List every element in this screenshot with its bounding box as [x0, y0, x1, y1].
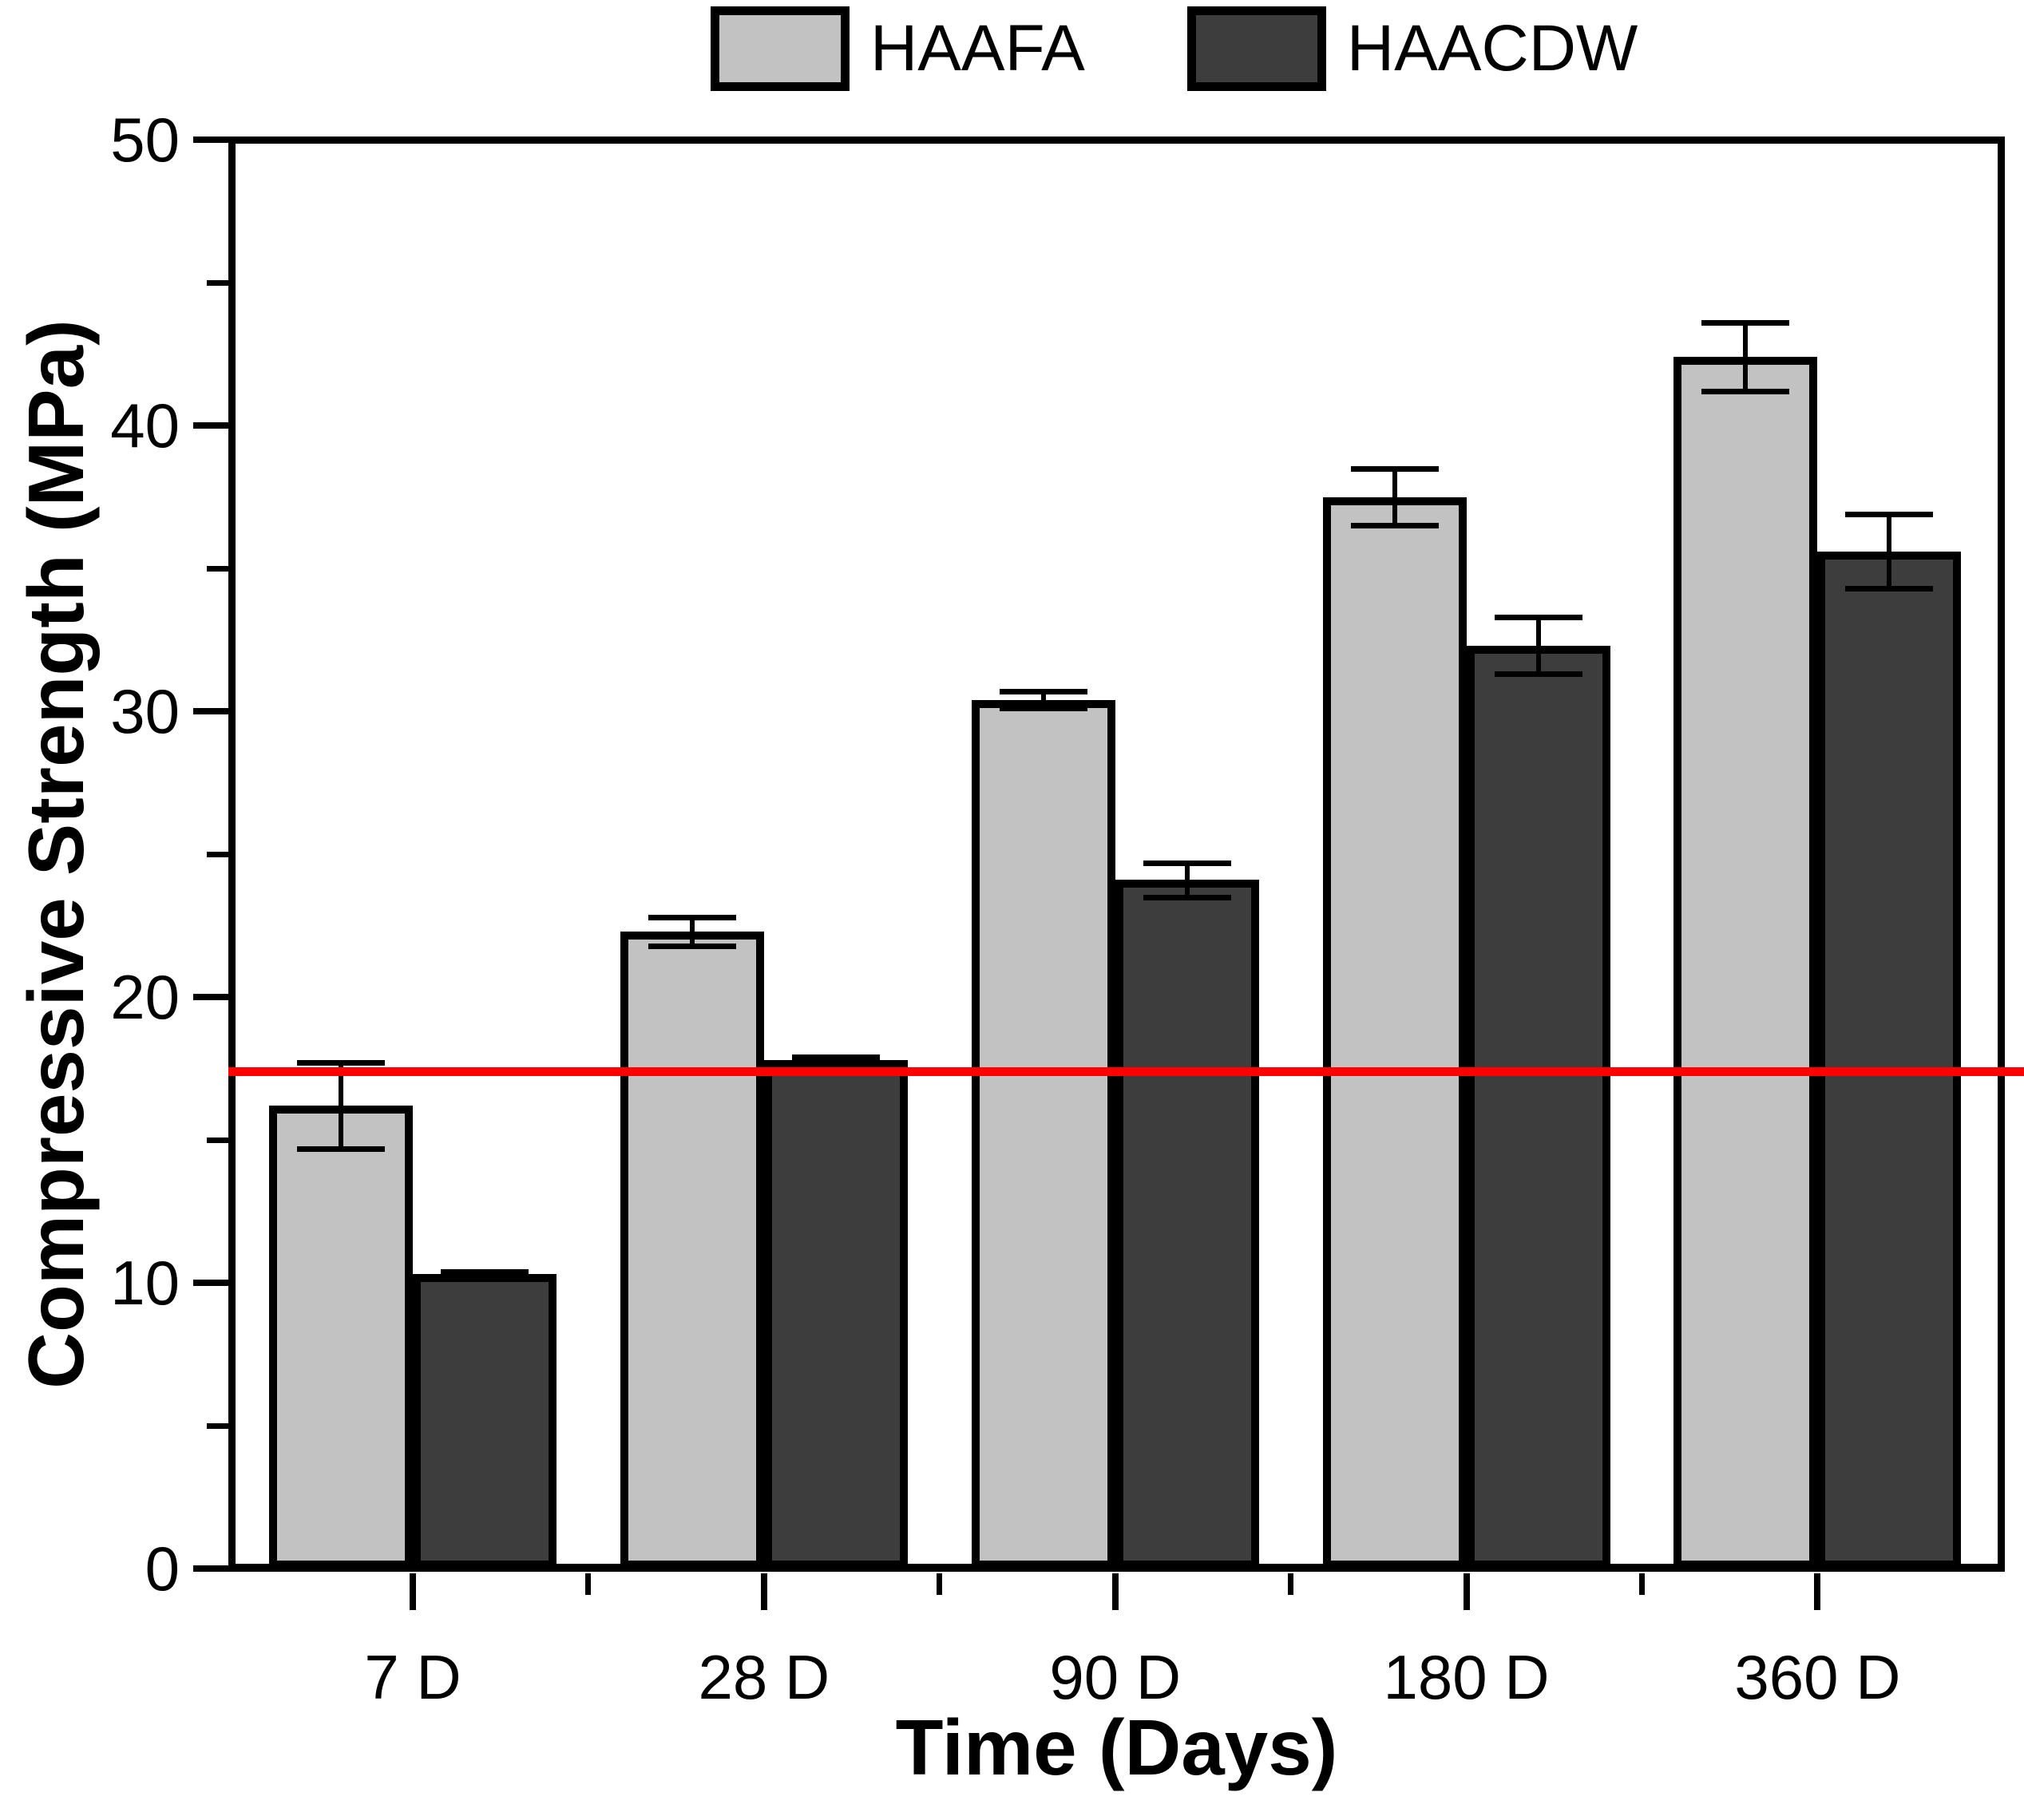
y-axis-line	[228, 136, 236, 1572]
bar-haacdw-3	[1115, 880, 1259, 1569]
legend-entry-haacdw: HAACDW	[1186, 6, 1638, 91]
error-bar-cap-top	[297, 1060, 386, 1066]
y-tick	[193, 136, 228, 143]
error-bar-cap-bottom	[441, 1274, 529, 1280]
x-minor-tick	[1639, 1573, 1645, 1595]
error-bar-cap-bottom	[999, 706, 1087, 712]
x-axis-title: Time (Days)	[895, 1703, 1338, 1791]
y-axis-title: Compressive Strength (MPa)	[12, 319, 100, 1389]
legend-label-haacdw: HAACDW	[1346, 12, 1638, 85]
y-tick	[193, 994, 228, 1000]
bar-haafa-2	[620, 931, 764, 1569]
y-minor-tick	[207, 279, 228, 286]
x-tick-label: 90 D	[1049, 1642, 1182, 1712]
error-bar	[1040, 690, 1046, 709]
error-bar	[1184, 862, 1190, 897]
x-tick	[1463, 1573, 1470, 1610]
error-bar-cap-top	[1350, 465, 1439, 472]
plot-area: 0 10 20 30 40 50 7 D 28 D 90 D 180 D 360 D	[110, 109, 2024, 1708]
error-bar	[1743, 322, 1749, 392]
error-bar	[1392, 468, 1397, 526]
error-bar-cap-top	[1494, 614, 1582, 620]
bar-haafa-1	[269, 1106, 414, 1569]
legend-entry-haafa: HAAFA	[711, 6, 1085, 91]
haafa-swatch	[711, 6, 850, 91]
legend-label-haafa: HAAFA	[870, 12, 1085, 85]
bar-haacdw-2	[763, 1059, 908, 1569]
x-tick-label: 7 D	[364, 1642, 461, 1712]
y-tick-label: 0	[145, 1533, 180, 1604]
y-tick	[193, 422, 228, 429]
y-minor-tick	[207, 565, 228, 572]
x-tick	[1111, 1573, 1119, 1610]
error-bar-cap-top	[1143, 860, 1231, 866]
error-bar-cap-bottom	[791, 1060, 880, 1066]
y-tick-label: 40	[110, 390, 180, 461]
y-tick	[193, 708, 228, 714]
haacdw-swatch	[1186, 6, 1326, 91]
legend: HAAFA HAACDW	[711, 6, 1638, 91]
y-tick-label: 50	[110, 105, 180, 175]
error-bar	[339, 1062, 344, 1149]
top-spine	[228, 136, 2005, 144]
bar-haacdw-5	[1817, 551, 1962, 1569]
y-tick	[193, 1280, 228, 1286]
bar-haafa-3	[971, 699, 1115, 1569]
y-tick	[193, 1565, 228, 1572]
error-bar	[689, 916, 695, 946]
error-bar-cap-bottom	[297, 1145, 386, 1152]
error-bar-cap-top	[999, 688, 1087, 694]
error-bar-cap-top	[441, 1268, 529, 1275]
error-bar-cap-bottom	[648, 943, 736, 949]
bar-haafa-4	[1322, 497, 1467, 1569]
error-bar-cap-top	[1845, 511, 1934, 517]
error-bar-cap-bottom	[1494, 671, 1582, 678]
error-bar	[1535, 616, 1541, 675]
error-bar-cap-top	[791, 1054, 880, 1061]
x-tick-label: 180 D	[1383, 1642, 1550, 1712]
y-minor-tick	[207, 851, 228, 857]
error-bar-cap-bottom	[1845, 586, 1934, 592]
error-bar-cap-bottom	[1350, 523, 1439, 529]
bar-haacdw-1	[413, 1274, 557, 1569]
x-tick-label: 28 D	[698, 1642, 830, 1712]
y-minor-tick	[207, 1422, 228, 1429]
x-tick	[1814, 1573, 1821, 1610]
x-tick-label: 360 D	[1734, 1642, 1901, 1712]
right-spine	[1998, 136, 2005, 1572]
y-tick-label: 10	[110, 1248, 180, 1318]
x-tick	[410, 1573, 417, 1610]
error-bar-cap-top	[1701, 320, 1790, 326]
error-bar-cap-bottom	[1701, 389, 1790, 395]
x-minor-tick	[937, 1573, 943, 1595]
reference-line	[228, 1067, 2024, 1077]
bar-haacdw-4	[1466, 645, 1610, 1569]
x-minor-tick	[1288, 1573, 1294, 1595]
x-tick	[760, 1573, 767, 1610]
error-bar-cap-bottom	[1143, 894, 1231, 900]
error-bar	[1887, 513, 1892, 589]
bar-haafa-5	[1673, 357, 1818, 1569]
x-minor-tick	[585, 1573, 592, 1595]
y-minor-tick	[207, 1137, 228, 1143]
error-bar-cap-top	[648, 914, 736, 920]
y-tick-label: 30	[110, 676, 180, 746]
y-tick-label: 20	[110, 962, 180, 1032]
